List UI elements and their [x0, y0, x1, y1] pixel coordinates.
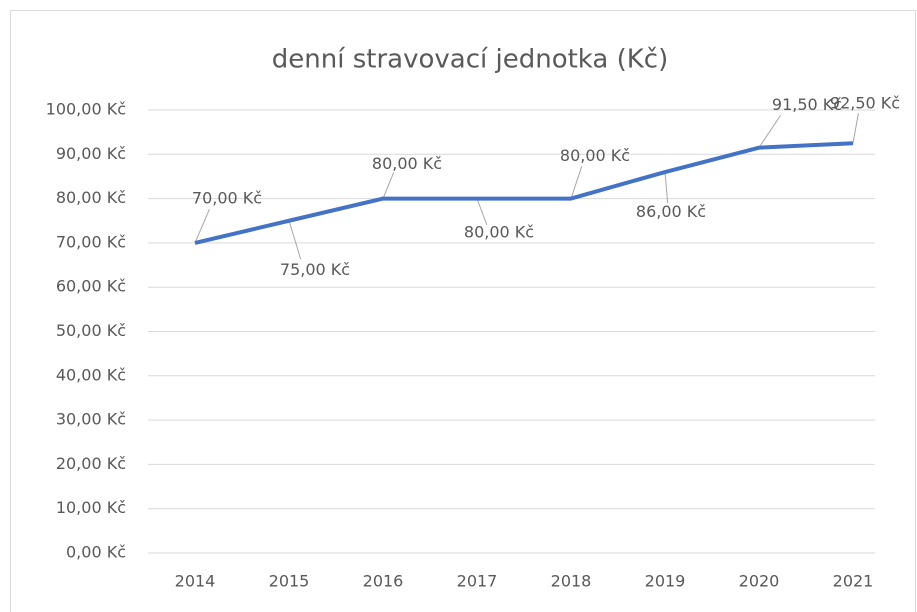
- data-label: 80,00 Kč: [560, 146, 630, 165]
- y-tick-label: 0,00 Kč: [66, 543, 126, 562]
- leader-line: [382, 172, 395, 199]
- x-tick-label: 2016: [363, 572, 404, 591]
- data-label: 80,00 Kč: [464, 222, 534, 241]
- data-label: 75,00 Kč: [280, 260, 350, 279]
- y-tick-label: 10,00 Kč: [56, 498, 126, 517]
- y-tick-label: 30,00 Kč: [56, 410, 126, 429]
- data-label: 92,50 Kč: [830, 94, 900, 113]
- leader-line: [852, 113, 859, 144]
- x-tick-label: 2014: [175, 572, 216, 591]
- leader-line: [476, 198, 488, 226]
- leader-line: [570, 166, 583, 199]
- y-tick-label: 100,00 Kč: [46, 100, 126, 119]
- x-tick-label: 2017: [457, 572, 498, 591]
- x-tick-label: 2018: [551, 572, 592, 591]
- data-label: 70,00 Kč: [192, 189, 262, 208]
- x-tick-label: 2019: [645, 572, 686, 591]
- x-tick-label: 2015: [269, 572, 310, 591]
- leader-line: [288, 220, 302, 260]
- y-tick-label: 50,00 Kč: [56, 321, 126, 340]
- y-tick-label: 40,00 Kč: [56, 365, 126, 384]
- leader-line: [758, 114, 782, 148]
- series-line: [194, 141, 854, 245]
- chart-border: [10, 10, 916, 612]
- y-tick-label: 70,00 Kč: [56, 232, 126, 251]
- leader-line: [194, 209, 210, 244]
- chart-title: denní stravovací jednotka (Kč): [272, 45, 668, 75]
- y-tick-label: 20,00 Kč: [56, 454, 126, 473]
- x-tick-label: 2021: [833, 572, 874, 591]
- data-label: 86,00 Kč: [636, 202, 706, 221]
- data-label: 80,00 Kč: [372, 154, 442, 173]
- y-tick-label: 80,00 Kč: [56, 188, 126, 207]
- leader-line: [664, 171, 669, 204]
- y-tick-label: 90,00 Kč: [56, 144, 126, 163]
- data-label: 91,50 Kč: [772, 95, 842, 114]
- y-tick-label: 60,00 Kč: [56, 277, 126, 296]
- x-tick-label: 2020: [739, 572, 780, 591]
